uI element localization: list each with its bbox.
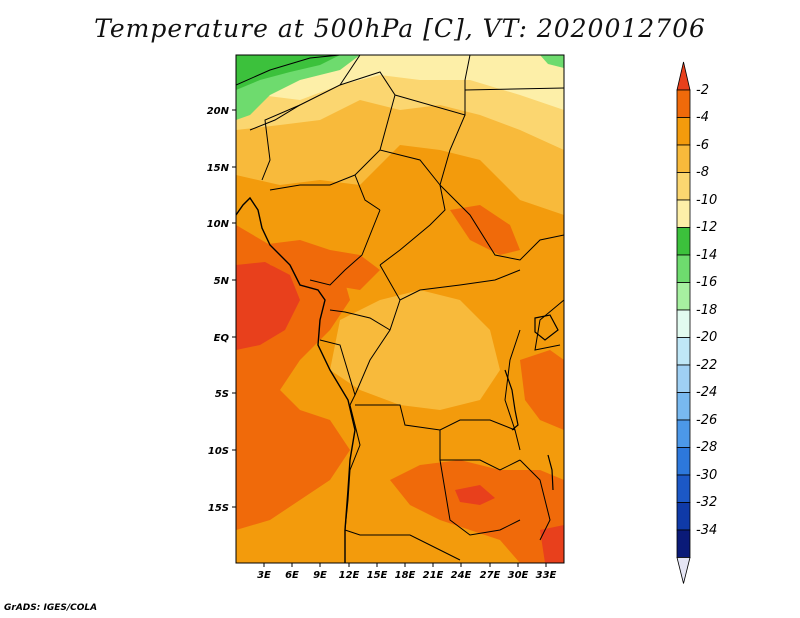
legend-label: -8	[696, 165, 709, 180]
legend-box	[676, 144, 691, 173]
color-legend-labels: -2 -4 -6 -8 -10 -12 -14 -16 -18 -20 -22 …	[696, 83, 717, 538]
lat-label: 15N	[207, 163, 230, 174]
legend-label: -16	[696, 275, 717, 290]
legend-box	[676, 282, 691, 311]
legend-label: -26	[696, 413, 717, 428]
lon-label: 33E	[536, 570, 557, 581]
legend-box	[676, 172, 691, 201]
lat-label: 10N	[207, 219, 230, 230]
field-band-lightgreen-ne	[540, 55, 564, 68]
legend-box	[676, 309, 691, 338]
legend-label: -12	[696, 220, 717, 235]
field-warmest-west	[236, 262, 300, 350]
legend-label: -32	[696, 495, 717, 510]
lon-label: 24E	[451, 570, 472, 581]
legend-label: -6	[696, 138, 709, 153]
country-borders	[236, 55, 564, 561]
map-frame	[235, 54, 565, 564]
legend-label: -4	[696, 110, 709, 125]
field-warm-south	[390, 460, 564, 563]
legend-box	[676, 474, 691, 503]
lon-label: 6E	[285, 570, 299, 581]
legend-label: -22	[696, 358, 717, 373]
field-warmest-south	[455, 485, 495, 505]
lon-label: 27E	[480, 570, 501, 581]
legend-box	[676, 392, 691, 421]
legend-label: -10	[696, 193, 717, 208]
legend-box	[676, 117, 691, 146]
lat-label: 10S	[208, 446, 229, 457]
lat-label: EQ	[214, 333, 230, 344]
lake-tanganyika	[504, 369, 519, 431]
legend-box	[676, 254, 691, 283]
legend-box	[676, 419, 691, 448]
legend-arrow-top	[676, 61, 691, 91]
legend-label: -24	[696, 385, 717, 400]
color-legend-boxes	[676, 61, 691, 584]
legend-label: -2	[696, 83, 709, 98]
lon-axis: 3E 6E 9E 12E 15E 18E 21E 24E 27E 30E 33E	[257, 563, 557, 581]
lat-label: 15S	[208, 503, 229, 514]
lat-label: 20N	[207, 106, 230, 117]
legend-label: -28	[696, 440, 717, 455]
legend-label: -20	[696, 330, 717, 345]
lat-label: 5S	[215, 389, 229, 400]
legend-arrow-bottom	[676, 557, 691, 584]
legend-label: -14	[696, 248, 717, 263]
map-title: Temperature at 500hPa [C], VT: 202001270…	[94, 14, 706, 43]
field-warm-ne	[450, 205, 520, 255]
field-warm-east	[520, 350, 564, 430]
field-warm-north	[260, 240, 380, 290]
legend-box	[676, 227, 691, 256]
lon-label: 9E	[313, 570, 327, 581]
legend-box	[676, 364, 691, 393]
coastline	[236, 196, 356, 563]
legend-label: -34	[696, 523, 717, 538]
legend-label: -18	[696, 303, 717, 318]
field-band-green	[236, 55, 340, 90]
lat-label: 5N	[214, 276, 230, 287]
legend-box	[676, 529, 691, 558]
lon-label: 21E	[423, 570, 444, 581]
legend-box	[676, 337, 691, 366]
lake-malawi	[547, 454, 554, 491]
lon-label: 12E	[339, 570, 360, 581]
lon-label: 15E	[367, 570, 388, 581]
legend-box	[676, 447, 691, 476]
lat-axis: 20N 15N 10N 5N EQ 5S 10S 15S	[207, 106, 236, 514]
lon-label: 18E	[395, 570, 416, 581]
lon-label: 30E	[508, 570, 529, 581]
legend-box	[676, 502, 691, 531]
grads-credit: GrADS: IGES/COLA	[4, 603, 98, 613]
field-warmest-se	[540, 525, 564, 563]
lake-victoria	[534, 314, 559, 341]
legend-box	[676, 199, 691, 228]
lon-label: 3E	[257, 570, 271, 581]
temperature-field	[236, 55, 564, 563]
legend-label: -30	[696, 468, 717, 483]
legend-box	[676, 89, 691, 118]
